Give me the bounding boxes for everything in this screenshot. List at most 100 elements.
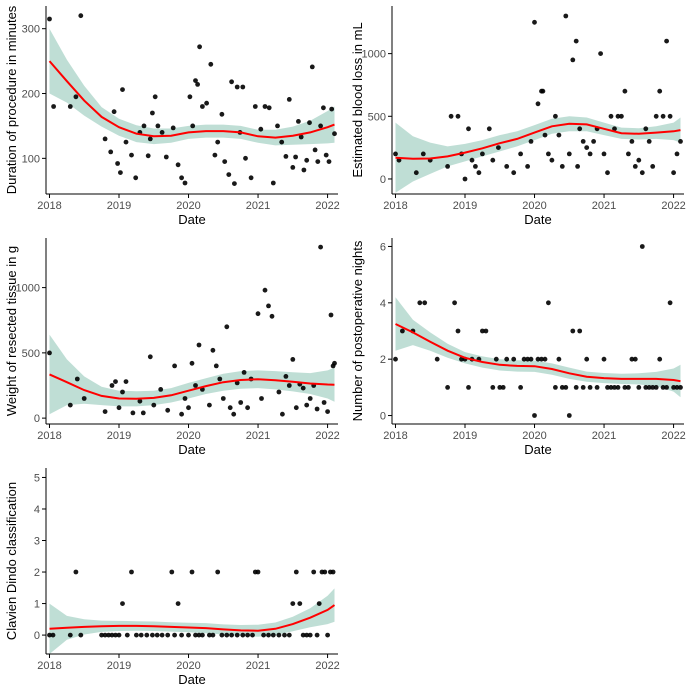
- data-point: [261, 632, 266, 638]
- data-point: [445, 164, 450, 169]
- x-tick-label: 2020: [176, 430, 200, 442]
- data-point: [473, 164, 478, 169]
- x-tick-label: 2021: [246, 430, 270, 442]
- data-point: [195, 82, 201, 87]
- data-point: [152, 94, 158, 100]
- data-point: [301, 167, 307, 173]
- data-point: [108, 149, 114, 155]
- data-point: [469, 157, 475, 163]
- data-point: [255, 569, 261, 575]
- data-point: [315, 159, 321, 165]
- data-point: [678, 139, 683, 144]
- data-point: [47, 632, 52, 638]
- data-point: [120, 601, 125, 606]
- x-tick-label: 2019: [107, 660, 131, 672]
- data-point: [78, 632, 84, 638]
- data-point: [134, 632, 139, 638]
- data-point: [556, 132, 562, 138]
- data-point: [234, 632, 240, 638]
- chart-svg: 2018 2019 2020 2021 2022 0 2 4 6 Date Number of po…: [350, 238, 686, 457]
- data-point: [528, 356, 534, 362]
- data-point: [540, 88, 546, 94]
- data-point: [165, 632, 171, 638]
- data-point: [189, 569, 195, 575]
- data-point: [518, 385, 523, 390]
- data-point: [120, 87, 125, 92]
- data-point: [626, 385, 631, 390]
- data-point: [318, 123, 323, 129]
- data-point: [632, 356, 638, 362]
- data-point: [314, 632, 320, 638]
- data-point: [283, 154, 289, 159]
- data-point: [145, 153, 151, 159]
- data-point: [123, 379, 129, 384]
- data-point: [240, 84, 246, 90]
- data-point: [316, 601, 322, 606]
- data-point: [293, 405, 299, 411]
- data-point: [240, 632, 246, 638]
- x-axis-title: Date: [178, 672, 205, 687]
- data-point: [150, 110, 155, 116]
- data-point: [163, 154, 169, 160]
- y-tick-label: 0: [34, 630, 40, 642]
- data-point: [476, 170, 482, 176]
- data-point: [290, 601, 296, 606]
- panel-weight: 2018 2019 2020 2021 2022 0 500 1000 Date Weight o…: [0, 232, 346, 462]
- data-point: [577, 328, 583, 334]
- data-point: [573, 385, 579, 390]
- y-tick-label: 0: [34, 413, 40, 425]
- data-point: [573, 38, 579, 44]
- data-point: [286, 632, 292, 638]
- data-point: [229, 632, 235, 638]
- y-tick-label: 2: [380, 354, 386, 366]
- x-tick-label: 2021: [592, 200, 616, 212]
- data-point: [47, 350, 52, 356]
- data-point: [667, 113, 673, 119]
- y-tick-label: 3: [34, 536, 40, 548]
- data-point: [525, 356, 530, 362]
- data-point: [664, 38, 669, 44]
- data-point: [259, 396, 264, 401]
- data-point: [74, 376, 80, 382]
- data-point: [325, 632, 330, 638]
- data-point: [213, 363, 219, 369]
- data-point: [186, 632, 191, 638]
- data-point: [217, 376, 223, 382]
- data-point: [50, 632, 56, 638]
- chart-svg: 2018 2019 2020 2021 2022 0 500 1000 Date Weight o…: [4, 238, 340, 457]
- data-point: [238, 400, 244, 405]
- data-point: [650, 385, 656, 390]
- data-point: [275, 123, 280, 129]
- data-point: [570, 57, 576, 63]
- data-point: [563, 13, 569, 19]
- data-point: [227, 405, 233, 411]
- smooth-line: [395, 323, 681, 383]
- x-tick-label: 2021: [246, 660, 270, 672]
- x-tick-label: 2019: [453, 200, 477, 212]
- y-tick-label: 0: [380, 411, 386, 423]
- data-point: [521, 356, 527, 362]
- data-point: [226, 172, 232, 178]
- data-point: [559, 164, 565, 169]
- data-point: [490, 157, 496, 163]
- data-point: [286, 383, 292, 388]
- data-point: [311, 569, 317, 575]
- y-tick-label: 500: [368, 111, 386, 123]
- data-point: [141, 123, 147, 129]
- data-point: [393, 151, 398, 157]
- data-point: [584, 356, 590, 362]
- y-tick-label: 0: [380, 174, 386, 186]
- data-point: [179, 632, 185, 638]
- x-tick-label: 2022: [315, 660, 339, 672]
- data-point: [245, 632, 251, 638]
- data-point: [504, 356, 510, 362]
- data-point: [147, 354, 153, 360]
- data-point: [111, 109, 117, 115]
- data-point: [400, 328, 405, 334]
- data-point: [671, 385, 676, 390]
- data-point: [129, 152, 134, 158]
- data-point: [643, 126, 649, 132]
- data-point: [170, 125, 176, 131]
- data-point: [78, 13, 84, 19]
- x-tick-label: 2018: [37, 200, 61, 212]
